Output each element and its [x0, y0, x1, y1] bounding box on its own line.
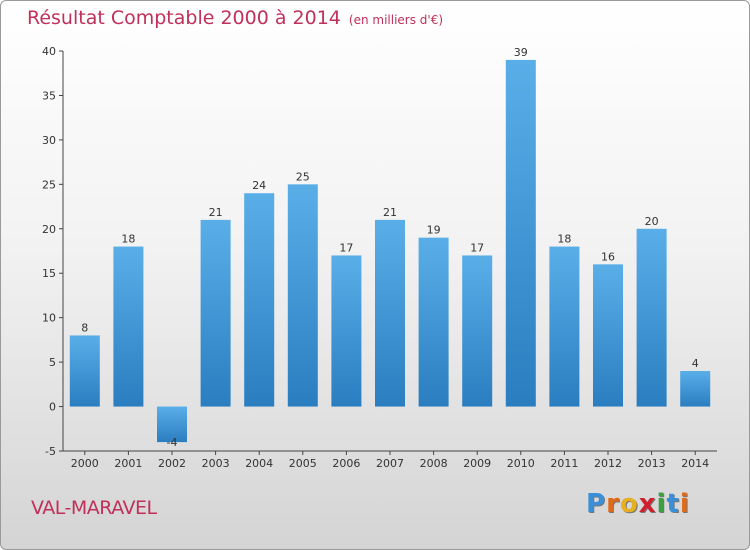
commune-name: VAL-MARAVEL — [31, 497, 157, 519]
data-label: 16 — [601, 250, 615, 263]
bar — [244, 193, 275, 407]
bars — [69, 59, 711, 443]
logo-letter: o — [619, 489, 639, 519]
data-label: 21 — [383, 206, 397, 219]
y-tick-label: 15 — [42, 267, 56, 280]
bar — [462, 255, 493, 407]
bar — [331, 255, 362, 407]
x-tick-label: 2000 — [71, 457, 99, 470]
x-tick-label: 2003 — [202, 457, 230, 470]
bar — [680, 371, 711, 407]
x-tick-label: 2010 — [507, 457, 535, 470]
logo-letter: x — [638, 489, 657, 519]
data-label: 39 — [514, 46, 528, 59]
bar — [200, 219, 231, 407]
x-tick-label: 2001 — [114, 457, 142, 470]
x-tick-label: 2012 — [594, 457, 622, 470]
data-label: 19 — [427, 224, 441, 237]
data-label: 25 — [296, 170, 310, 183]
x-tick-label: 2006 — [332, 457, 360, 470]
x-tick-label: 2004 — [245, 457, 273, 470]
data-label: 18 — [121, 233, 135, 246]
bar — [636, 228, 667, 407]
bar — [375, 219, 405, 407]
bar — [113, 246, 144, 407]
bar — [549, 246, 580, 407]
x-tick-label: 2002 — [158, 457, 186, 470]
logo-letter: i — [656, 489, 667, 519]
y-tick-label: 35 — [42, 89, 56, 102]
bar — [505, 59, 536, 407]
y-tick-label: -5 — [45, 445, 56, 458]
data-label: 17 — [339, 241, 353, 254]
logo-letter: r — [606, 489, 620, 519]
x-tick-label: 2014 — [681, 457, 709, 470]
data-label: -4 — [167, 436, 178, 449]
y-tick-label: 10 — [42, 312, 56, 325]
y-tick-label: 40 — [42, 45, 56, 58]
x-tick-label: 2008 — [420, 457, 448, 470]
data-label: 24 — [252, 179, 266, 192]
data-label: 8 — [81, 321, 88, 334]
x-tick-label: 2011 — [550, 457, 578, 470]
y-tick-label: 0 — [49, 401, 56, 414]
chart-title-block: Résultat Comptable 2000 à 2014 (en millie… — [27, 7, 443, 29]
bar — [418, 237, 449, 407]
data-label: 4 — [692, 357, 699, 370]
proxiti-logo[interactable]: Proxiti — [586, 489, 690, 519]
x-tick-label: 2013 — [638, 457, 666, 470]
x-tick-label: 2009 — [463, 457, 491, 470]
y-tick-label: 20 — [42, 223, 56, 236]
bar — [157, 406, 187, 443]
chart-title: Résultat Comptable 2000 à 2014 — [27, 7, 341, 29]
bar — [287, 184, 318, 407]
data-label: 18 — [557, 233, 571, 246]
data-labels: 8 18 -4 21 24 25 17 21 19 17 39 18 16 20 4 — [81, 46, 698, 449]
axes: -5 0 5 10 15 20 25 30 35 40 2000 2001 2002 2003 2004 20… — [42, 45, 717, 470]
data-label: 17 — [470, 241, 484, 254]
logo-letter: i — [679, 489, 690, 519]
x-tick-label: 2005 — [289, 457, 317, 470]
chart-subtitle: (en milliers d'€) — [348, 13, 444, 27]
data-label: 20 — [645, 215, 659, 228]
bar — [593, 264, 623, 407]
logo-letter: P — [586, 489, 607, 519]
data-label: 21 — [209, 206, 223, 219]
bar — [69, 335, 100, 407]
y-tick-label: 25 — [42, 178, 56, 191]
x-tick-label: 2007 — [376, 457, 404, 470]
logo-letter: t — [666, 489, 680, 519]
y-tick-label: 30 — [42, 134, 56, 147]
y-tick-label: 5 — [49, 356, 56, 369]
